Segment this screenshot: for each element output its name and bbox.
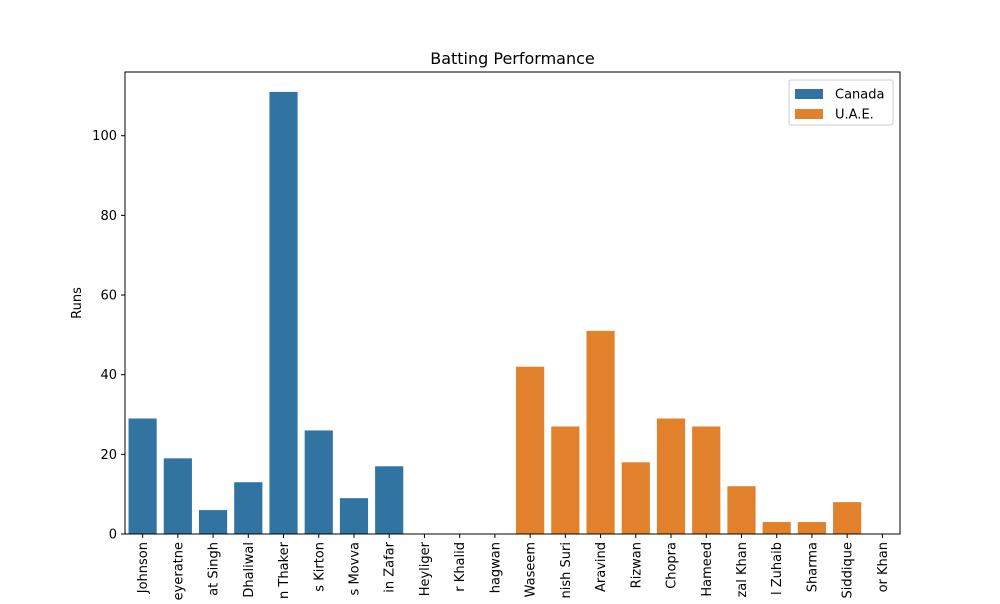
x-tick-label: Siddique <box>841 542 856 598</box>
bar <box>304 430 333 534</box>
legend-label: U.A.E. <box>835 108 874 123</box>
bar <box>198 510 228 534</box>
y-tick-label: 100 <box>92 129 117 144</box>
bar <box>797 522 827 534</box>
bar <box>762 522 791 534</box>
y-tick-label: 60 <box>100 289 117 304</box>
x-tick-label: in Zafar <box>383 541 398 592</box>
y-tick-label: 80 <box>100 209 117 224</box>
legend-swatch <box>795 109 823 119</box>
y-axis: 0 20 40 60 80 100 <box>92 129 125 543</box>
x-tick-label: or Khan <box>876 542 891 592</box>
y-axis-label: Runs <box>70 287 85 319</box>
bars-group <box>128 91 862 534</box>
x-tick-label: Johnson <box>136 542 151 594</box>
bar <box>551 426 580 534</box>
legend: Canada U.A.E. <box>788 79 894 126</box>
bar <box>516 366 545 534</box>
x-tick-label: Aravind <box>594 542 609 592</box>
bar <box>692 426 721 534</box>
x-tick-label: Dhaliwal <box>242 542 257 598</box>
bar <box>727 486 756 534</box>
legend-swatch <box>795 89 823 99</box>
bar <box>269 91 298 534</box>
y-tick-label: 0 <box>109 528 117 543</box>
x-tick-label: nish Suri <box>559 542 574 598</box>
bar <box>586 330 615 534</box>
bar <box>128 418 157 534</box>
x-tick-label: Rizwan <box>629 542 644 588</box>
plot-frame <box>124 71 901 535</box>
x-tick-label: zal Khan <box>735 542 750 598</box>
legend-label: Canada <box>835 88 884 103</box>
bar <box>621 462 650 534</box>
x-tick-label: Heyliger <box>418 541 433 596</box>
bar <box>339 498 369 534</box>
bar <box>833 502 862 534</box>
y-tick-label: 40 <box>100 368 117 383</box>
x-tick-label: at Singh <box>207 542 222 596</box>
x-tick-label: Sharma <box>805 542 820 592</box>
chart-title: Batting Performance <box>430 49 595 68</box>
x-tick-label: s Movva <box>347 542 362 595</box>
x-tick-label: s Kirton <box>312 542 327 592</box>
x-axis: Johnson eyeratne at Singh Dhaliwal n Thaker s… <box>136 534 891 600</box>
x-tick-label: Chopra <box>665 542 680 589</box>
x-tick-label: Waseem <box>524 542 539 597</box>
x-tick-label: hagwan <box>488 542 503 593</box>
x-tick-label: n Thaker <box>277 541 292 599</box>
bar <box>163 458 192 534</box>
x-tick-label: eyeratne <box>171 542 186 600</box>
bar <box>234 482 263 534</box>
x-tick-label: l Zuhaib <box>770 542 785 595</box>
y-tick-label: 20 <box>100 448 117 463</box>
x-tick-label: r Khalid <box>453 542 468 592</box>
x-tick-label: Hameed <box>700 542 715 597</box>
bar <box>375 466 404 534</box>
bar <box>656 418 686 534</box>
